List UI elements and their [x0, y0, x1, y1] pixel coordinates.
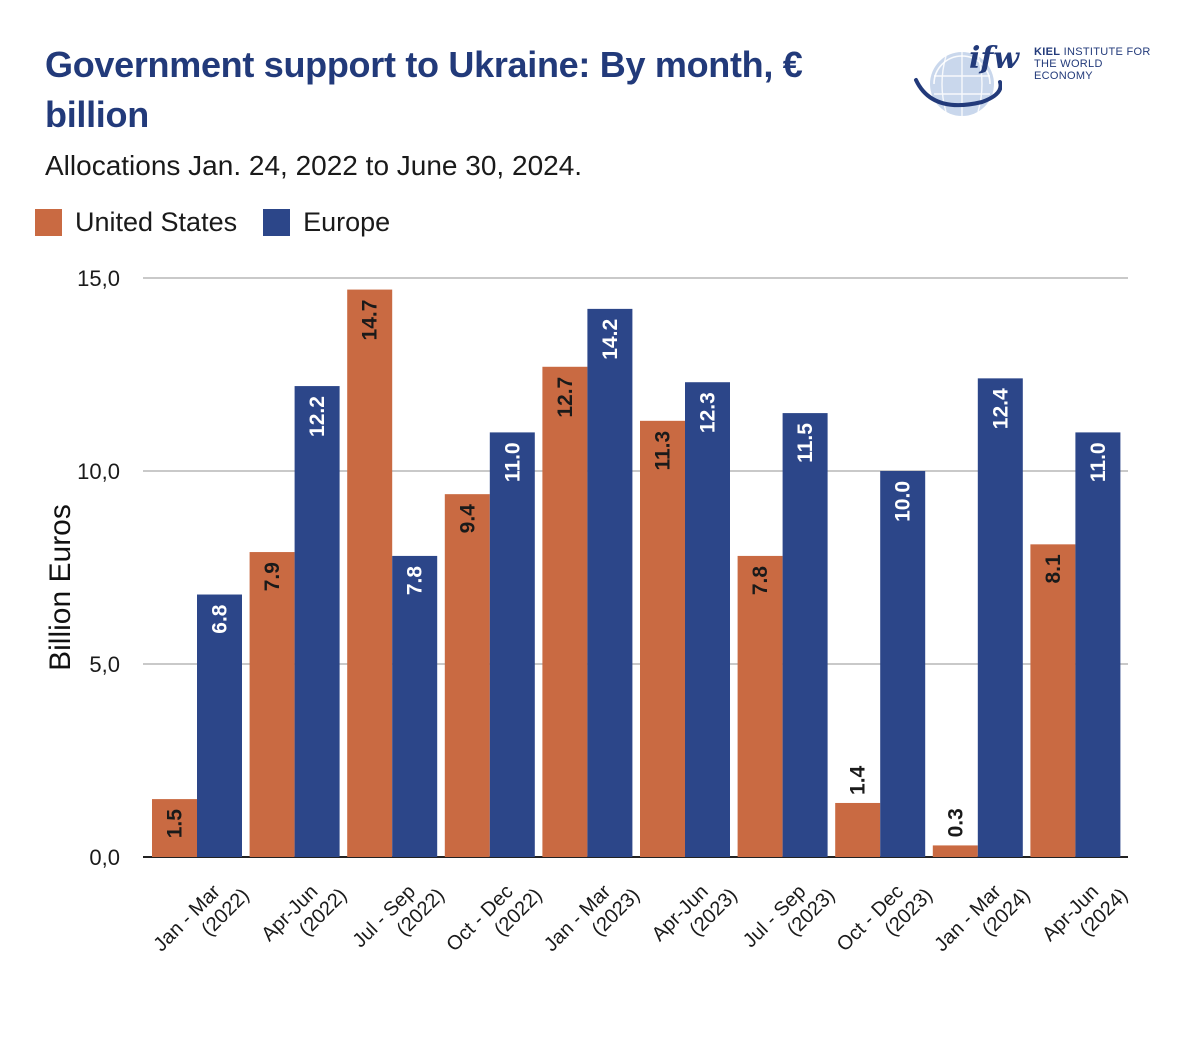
bar-europe [489, 432, 535, 857]
x-tick-label: Oct - Dec(2022) [442, 868, 546, 972]
data-label-europe: 14.2 [599, 319, 622, 360]
data-label-europe: 12.3 [697, 392, 720, 433]
bar-europe [782, 413, 828, 857]
bar-europe [294, 386, 340, 857]
bar-europe [977, 378, 1023, 857]
data-label-united-states: 0.3 [944, 808, 967, 837]
bar-europe [685, 382, 730, 857]
bar-united-states [249, 552, 295, 857]
bar-united-states [444, 494, 490, 857]
data-label-europe: 6.8 [209, 604, 232, 634]
data-label-europe: 10.0 [892, 481, 915, 522]
data-label-europe: 11.0 [1087, 442, 1110, 482]
legend-item-united-states: United States [35, 207, 237, 238]
bar-europe [197, 594, 242, 857]
bar-united-states [737, 555, 783, 857]
x-tick-label: Jan - Mar(2023) [540, 868, 644, 972]
data-label-united-states: 11.3 [652, 431, 675, 471]
legend-label-europe: Europe [303, 207, 391, 237]
bar-united-states [932, 845, 978, 857]
data-label-europe: 12.4 [989, 388, 1012, 429]
data-label-europe: 11.0 [501, 442, 524, 482]
data-label-united-states: 12.7 [554, 377, 577, 418]
bar-united-states [835, 802, 881, 857]
data-label-united-states: 1.4 [847, 765, 870, 795]
x-tick-label: Apr-Jun(2022) [257, 868, 351, 962]
data-label-united-states: 8.1 [1042, 554, 1065, 584]
bar-united-states [347, 289, 393, 858]
y-tick-label: 10,0 [77, 459, 120, 484]
bar-europe [587, 308, 633, 857]
bar-united-states [152, 799, 197, 857]
legend: United States Europe [35, 207, 416, 238]
logo-mark: ifw [969, 41, 1020, 76]
y-tick-label: 5,0 [89, 652, 120, 677]
y-tick-label: 0,0 [89, 845, 120, 870]
bar-europe [392, 555, 438, 857]
x-tick-label: Jul - Sep(2023) [739, 868, 839, 968]
y-axis-title: Billion Euros [44, 504, 77, 671]
x-tick-label: Jan - Mar(2022) [150, 868, 254, 972]
legend-swatch-united-states [35, 209, 62, 236]
bar-europe [880, 471, 926, 857]
legend-item-europe: Europe [263, 207, 390, 238]
logo-wordmark: KIEL INSTITUTE FOR THE WORLD ECONOMY [1034, 46, 1162, 82]
x-tick-label: Oct - Dec(2023) [833, 868, 937, 972]
x-tick-label: Apr-Jun(2023) [648, 868, 742, 962]
x-tick-label: Jul - Sep(2022) [349, 868, 449, 968]
bar-united-states [640, 420, 685, 857]
bar-united-states [542, 366, 588, 857]
x-tick-label: Apr-Jun(2024) [1038, 868, 1132, 962]
data-label-united-states: 7.8 [749, 566, 772, 596]
x-tick-label: Jan - Mar(2024) [930, 868, 1034, 972]
data-label-europe: 11.5 [794, 423, 817, 463]
data-label-united-states: 9.4 [456, 504, 479, 534]
logo-line2: THE WORLD ECONOMY [1034, 58, 1103, 82]
globe-icon [914, 52, 1002, 116]
data-label-europe: 7.8 [404, 566, 427, 596]
logo-line1-bold: KIEL [1034, 46, 1061, 58]
data-label-united-states: 7.9 [261, 562, 284, 591]
bar-united-states [1030, 544, 1076, 857]
chart-subtitle: Allocations Jan. 24, 2022 to June 30, 20… [45, 150, 583, 181]
bar-europe [1075, 432, 1121, 857]
data-label-united-states: 14.7 [359, 300, 382, 341]
y-tick-label: 15,0 [77, 266, 120, 291]
ifw-logo: ifw KIEL INSTITUTE FOR THE WORLD ECONOMY [912, 36, 1162, 126]
legend-swatch-europe [263, 209, 291, 236]
data-label-europe: 12.2 [306, 396, 329, 437]
logo-line1-rest: INSTITUTE FOR [1060, 46, 1151, 58]
data-label-united-states: 1.5 [164, 809, 187, 839]
chart-title: Government support to Ukraine: By month,… [45, 44, 803, 135]
legend-label-united-states: United States [75, 207, 238, 237]
